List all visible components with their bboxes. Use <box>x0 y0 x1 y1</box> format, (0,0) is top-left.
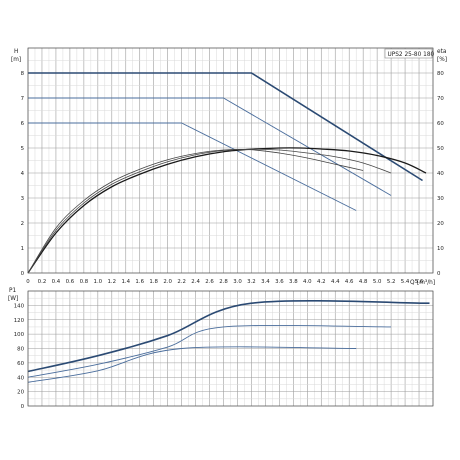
title-box <box>384 48 433 59</box>
power-tick-label: 80 <box>17 347 24 353</box>
q-tick-label: 0 <box>26 279 30 285</box>
q-tick-label: 4.6 <box>345 279 354 285</box>
q-tick-label: 3.8 <box>289 279 298 285</box>
head-tick-label: 3 <box>21 196 24 202</box>
head-y-tick-labels: 0 1 2 3 4 5 6 7 8 <box>21 71 25 277</box>
eta-tick-label: 70 <box>437 96 444 102</box>
eta-axis-unit: [%] <box>437 57 447 63</box>
power-tick-label: 120 <box>14 318 25 324</box>
q-tick-label: 3.4 <box>261 279 270 285</box>
power-axis-unit: [W] <box>8 296 18 302</box>
q-tick-label: 2.4 <box>191 279 200 285</box>
q-tick-label: 1.4 <box>121 279 130 285</box>
power-axis-label: P1 <box>9 288 16 294</box>
q-tick-label: 2.6 <box>205 279 214 285</box>
chart-title: UPS2 25-80 180 <box>388 52 435 58</box>
q-axis-unit: [m³/h] <box>417 279 435 286</box>
q-axis-label: Q <box>410 280 415 286</box>
power-tick-label: 100 <box>14 332 25 338</box>
power-curve-1 <box>27 325 392 378</box>
head-grid <box>27 47 434 274</box>
q-tick-label: 0.2 <box>38 279 47 285</box>
q-tick-label: 3.0 <box>233 279 242 285</box>
power-y-tick-labels: 0 20 40 60 80 100 120 140 <box>14 303 25 410</box>
head-tick-label: 6 <box>21 121 25 127</box>
q-tick-label: 5.0 <box>373 279 382 285</box>
q-tick-label: 1.0 <box>94 279 103 285</box>
eta-axis-label: eta <box>437 49 447 55</box>
head-eta-series <box>27 72 427 274</box>
q-tick-label: 5.4 <box>401 279 410 285</box>
q-tick-label: 3.6 <box>275 279 284 285</box>
power-series <box>27 300 430 383</box>
eta-tick-label: 30 <box>437 196 444 202</box>
eta-tick-label: 40 <box>437 171 444 177</box>
efficiency-curve-5 <box>27 149 364 274</box>
q-tick-label: 4.8 <box>359 279 368 285</box>
power-curve-0 <box>27 300 430 373</box>
eta-tick-label: 60 <box>437 121 444 127</box>
power-tick-label: 40 <box>17 375 24 381</box>
head-curve-1 <box>28 97 392 196</box>
efficiency-curve-4 <box>27 148 392 274</box>
power-plot-frame <box>27 290 434 407</box>
q-tick-label: 3.2 <box>247 279 256 285</box>
eta-tick-label: 20 <box>437 221 444 227</box>
power-tick-label: 140 <box>14 303 25 309</box>
q-tick-label: 0.6 <box>66 279 75 285</box>
eta-y-tick-labels: 0 10 20 30 40 50 60 70 80 <box>437 71 444 277</box>
head-tick-label: 5 <box>21 146 24 152</box>
power-tick-label: 20 <box>17 390 24 396</box>
eta-tick-label: 80 <box>437 71 444 77</box>
power-curve-2 <box>27 346 357 383</box>
head-curve-2 <box>28 122 357 211</box>
q-tick-label: 4.4 <box>331 279 340 285</box>
efficiency-curve-3 <box>27 147 427 274</box>
q-tick-label: 4.0 <box>303 279 312 285</box>
head-tick-label: 1 <box>21 246 24 252</box>
eta-tick-label: 50 <box>437 146 444 152</box>
q-tick-label: 5.6 <box>415 279 424 285</box>
head-plot-frame <box>27 47 434 274</box>
power-tick-label: 0 <box>21 404 25 410</box>
q-tick-label: 1.6 <box>135 279 144 285</box>
eta-tick-label: 10 <box>437 246 444 252</box>
q-tick-label: 1.8 <box>149 279 158 285</box>
q-tick-label: 2.2 <box>177 279 186 285</box>
head-tick-label: 7 <box>21 96 24 102</box>
head-curve-0 <box>28 72 423 182</box>
q-tick-label: 5.2 <box>387 279 396 285</box>
head-tick-label: 2 <box>21 221 24 227</box>
head-axis-unit: [m] <box>11 57 21 63</box>
q-x-tick-labels: 0 0.2 0.4 0.6 0.8 1.0 1.2 1.4 1.6 1.8 2.0 2.2 2.4 2.6… <box>26 279 424 285</box>
q-tick-label: 1.2 <box>108 279 117 285</box>
eta-tick-label: 0 <box>437 271 441 277</box>
head-tick-label: 4 <box>21 171 25 177</box>
q-tick-label: 2.0 <box>163 279 172 285</box>
q-tick-label: 2.8 <box>219 279 228 285</box>
q-tick-label: 4.2 <box>317 279 326 285</box>
q-tick-label: 0.8 <box>80 279 89 285</box>
head-axis-label: H <box>14 49 18 55</box>
q-tick-label: 0.4 <box>52 279 61 285</box>
head-tick-label: 0 <box>21 271 25 277</box>
head-tick-label: 8 <box>21 71 25 77</box>
power-tick-label: 60 <box>17 361 24 367</box>
